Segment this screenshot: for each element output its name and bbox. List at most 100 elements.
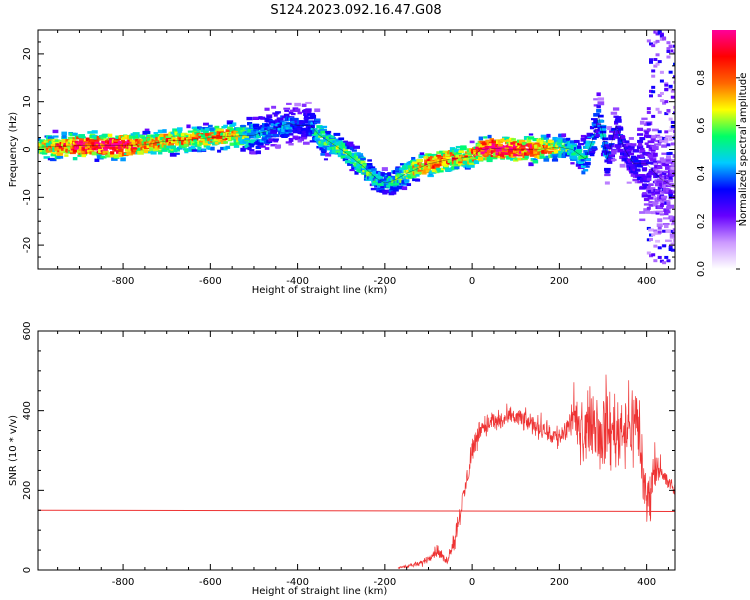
spectrogram-cell: [192, 129, 198, 133]
spectrogram-cell: [623, 153, 631, 157]
spectrogram-cell: [672, 134, 675, 139]
y-axis-label: Frequency (Hz): [8, 112, 19, 188]
spectrogram-cell: [651, 44, 656, 48]
spectrogram-cell: [283, 107, 291, 110]
spectrogram-cell: [486, 159, 493, 163]
spectrogram-cell: [231, 133, 238, 136]
spectrogram-cell: [571, 158, 578, 162]
spectrogram-cell: [52, 129, 59, 134]
spectrogram-cell: [440, 167, 447, 171]
spectrogram-cell: [487, 134, 492, 139]
spectrogram-cell: [326, 131, 331, 135]
spectrogram-cell: [655, 32, 660, 36]
spectrogram-cell: [668, 45, 673, 49]
spectrogram-cell: [552, 136, 558, 141]
spectrogram-cell: [614, 119, 622, 123]
spectrogram-cell: [270, 123, 277, 127]
spectrogram-cell: [641, 187, 648, 190]
spectrogram-cell: [597, 97, 605, 101]
spectrogram-cell: [673, 130, 675, 134]
spectrogram-cell: [655, 211, 660, 215]
spectrogram-cell: [659, 99, 664, 103]
spectrogram-cell: [669, 169, 675, 174]
y-tick-label: 0: [22, 567, 33, 573]
spectrogram-cell: [469, 164, 475, 168]
plot-frame: [37, 330, 676, 571]
spectrogram-cell: [597, 114, 604, 118]
spectrogram-cell: [611, 151, 617, 155]
spectrogram-cell: [656, 210, 664, 213]
spectrogram-cell: [72, 148, 78, 153]
spectrogram-cell: [582, 169, 589, 172]
spectrogram-cell: [344, 150, 352, 154]
spectrogram-cell: [299, 138, 305, 142]
colorbar-ramp: [712, 30, 736, 269]
spectrogram-cell: [629, 163, 634, 167]
spectrogram-cell: [651, 151, 656, 155]
spectrogram-cell: [578, 160, 585, 164]
spectrogram-cell: [294, 136, 301, 141]
spectrogram-cell: [604, 181, 610, 185]
spectrogram-cell: [157, 129, 163, 134]
spectrogram-cell: [483, 157, 488, 161]
spectrogram-cell: [651, 192, 656, 196]
spectrogram-cell: [659, 193, 664, 197]
spectrogram-cell: [380, 187, 385, 192]
spectrogram-cell: [292, 121, 299, 125]
spectrogram-cell: [652, 160, 658, 165]
spectrogram-cell: [543, 136, 550, 140]
spectrogram-cell: [659, 186, 665, 189]
spectrogram-cell: [434, 165, 440, 170]
spectrogram-cell: [50, 143, 56, 148]
spectrogram-cell: [666, 152, 671, 156]
spectrogram-cell: [659, 70, 664, 74]
spectrogram-cell: [653, 229, 658, 233]
spectrogram-cell: [276, 117, 284, 121]
spectrogram-cell: [649, 237, 654, 241]
spectrogram-cell: [646, 161, 652, 165]
spectrogram-cell: [159, 145, 166, 150]
spectrogram-cell: [67, 136, 74, 140]
spectrogram-cell: [659, 32, 664, 36]
spectrogram-cell: [645, 211, 653, 214]
spectrogram-cell: [593, 98, 600, 101]
spectrogram-cell: [668, 117, 673, 121]
spectrogram-cell: [659, 138, 665, 143]
spectrogram-cell: [659, 79, 664, 83]
spectrogram-cell: [113, 154, 120, 159]
spectrogram-cell: [308, 120, 314, 124]
spectrogram-cell: [392, 183, 399, 186]
spectrogram-cell: [664, 137, 669, 141]
spectrogram-cell: [193, 139, 198, 142]
spectrogram-cell: [248, 142, 256, 146]
spectrogram-cell: [191, 126, 199, 129]
spectrogram-cell: [670, 219, 675, 223]
spectrogram-cell: [284, 109, 290, 112]
spectrogram-cell: [320, 153, 328, 156]
spectrogram-cell: [632, 149, 640, 153]
spectrogram-cell: [302, 141, 310, 145]
spectrogram-cell: [320, 125, 328, 129]
spectrogram-cell: [422, 164, 430, 169]
colorbar-label: Normalized spectral amplitude: [738, 73, 749, 227]
x-tick-label: 400: [637, 276, 656, 287]
spectrogram-cell: [354, 167, 359, 171]
spectrogram-cell: [288, 133, 294, 136]
spectrogram-cell: [59, 149, 65, 153]
spectrogram-cell: [281, 128, 288, 133]
spectrogram-cell: [528, 162, 534, 167]
spectrogram-cell: [576, 145, 582, 149]
spectrogram-cell: [655, 30, 660, 33]
spectrogram-cell: [203, 130, 209, 134]
spectrogram-cell: [206, 145, 211, 150]
spectrogram-cell: [641, 167, 648, 171]
spectrogram-cell: [668, 161, 673, 164]
spectrogram-cell: [207, 124, 213, 128]
spectrogram-cell: [107, 133, 113, 138]
spectrogram-cell: [141, 136, 149, 139]
spectrogram-cell: [567, 142, 573, 145]
spectrogram-cell: [77, 154, 82, 157]
spectrogram-cell: [646, 206, 651, 210]
spectrogram-cell: [283, 133, 290, 137]
spectrogram-cell: [113, 141, 120, 146]
